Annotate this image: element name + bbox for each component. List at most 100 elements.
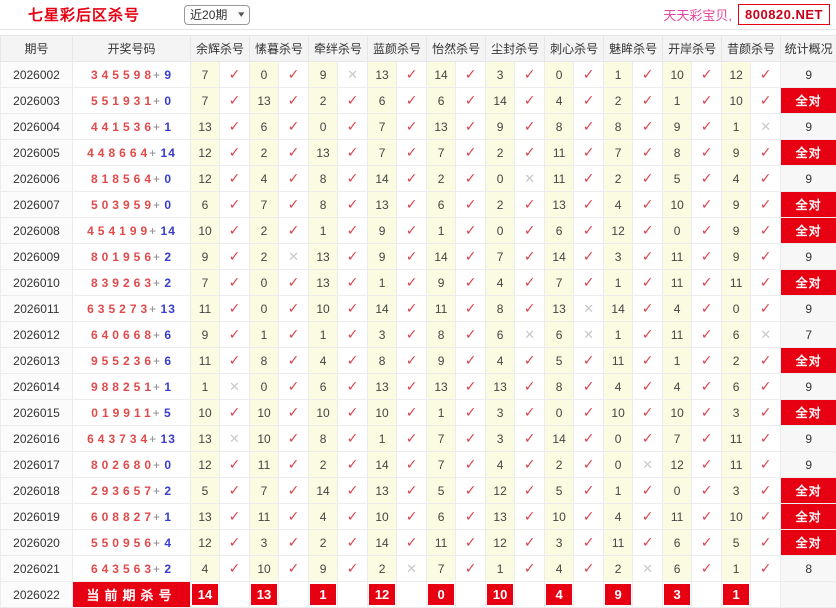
back-number: 2 (164, 484, 172, 498)
kill-number-cell: 3 (368, 322, 397, 348)
stat-cell: 9 (781, 114, 836, 140)
kill-number-cell: 6 (250, 114, 279, 140)
current-kill-cell: 1 (722, 582, 751, 608)
kill-number-cell: 1 (368, 270, 397, 296)
front-numbers: 454199 (87, 224, 151, 238)
check-icon: ✓ (760, 456, 772, 472)
period-cell: 2026017 (1, 452, 73, 478)
plus-separator: + (149, 302, 159, 316)
kill-number-cell: 13 (427, 374, 456, 400)
check-icon: ✓ (288, 66, 300, 82)
check-cell: ✓ (633, 114, 663, 140)
check-icon: ✓ (760, 92, 772, 108)
kill-number-cell: 12 (191, 140, 220, 166)
check-icon: ✓ (229, 404, 241, 420)
kill-number-cell: 10 (663, 62, 692, 88)
plus-separator: + (153, 250, 163, 264)
check-icon: ✓ (406, 300, 418, 316)
check-cell: ✓ (692, 114, 722, 140)
check-cell: ✓ (397, 192, 427, 218)
kill-number-cell: 8 (545, 374, 574, 400)
kill-number-cell: 5 (545, 478, 574, 504)
topbar: 七星彩后区杀号 近20期 ▾ 天天彩宝贝, 800820.NET (0, 0, 836, 30)
kill-number-cell: 11 (722, 426, 751, 452)
check-icon: ✓ (288, 144, 300, 160)
kill-number-cell: 14 (368, 530, 397, 556)
check-cell: ✓ (397, 530, 427, 556)
check-icon: ✓ (465, 534, 477, 550)
kill-number-cell: 6 (722, 374, 751, 400)
kill-number-cell: 7 (191, 88, 220, 114)
kill-number-cell: 3 (545, 530, 574, 556)
page-title: 七星彩后区杀号 (28, 4, 140, 25)
check-icon: ✓ (465, 378, 477, 394)
check-cell: ✓ (574, 530, 604, 556)
kill-number-cell: 11 (722, 270, 751, 296)
check-icon: ✓ (465, 66, 477, 82)
draw-numbers-cell: 550956+ 4 (73, 530, 191, 556)
kill-number-cell: 7 (604, 140, 633, 166)
period-cell: 2026013 (1, 348, 73, 374)
check-cell: ✓ (751, 530, 781, 556)
draw-numbers-cell: 019911+ 5 (73, 400, 191, 426)
draw-numbers-cell: 448664+ 14 (73, 140, 191, 166)
empty-check-cell (751, 582, 781, 608)
kill-number-cell: 10 (545, 504, 574, 530)
check-cell: ✓ (633, 348, 663, 374)
kill-number-cell: 1 (368, 426, 397, 452)
check-icon: ✓ (465, 508, 477, 524)
cross-icon: ✕ (642, 457, 653, 472)
cross-icon: ✕ (760, 119, 771, 134)
kill-number-cell: 13 (309, 270, 338, 296)
kill-number-cell: 13 (191, 426, 220, 452)
check-icon: ✓ (288, 508, 300, 524)
kill-number-cell: 11 (663, 244, 692, 270)
kill-number-cell: 1 (427, 218, 456, 244)
period-cell: 2026010 (1, 270, 73, 296)
check-cell: ✓ (397, 322, 427, 348)
period-cell: 2026004 (1, 114, 73, 140)
cross-icon: ✕ (760, 327, 771, 342)
cross-cell: ✕ (279, 244, 309, 270)
kill-number-cell: 12 (191, 452, 220, 478)
check-cell: ✓ (338, 374, 368, 400)
empty-check-cell (338, 582, 368, 608)
kill-number-cell: 11 (545, 166, 574, 192)
check-icon: ✓ (347, 92, 359, 108)
kill-number-cell: 0 (486, 166, 515, 192)
period-cell: 2026019 (1, 504, 73, 530)
check-icon: ✓ (701, 170, 713, 186)
check-icon: ✓ (288, 534, 300, 550)
range-select-value: 近20期 (190, 6, 227, 23)
check-icon: ✓ (583, 66, 595, 82)
check-icon: ✓ (406, 170, 418, 186)
cross-icon: ✕ (288, 249, 299, 264)
kill-number-cell: 3 (486, 426, 515, 452)
check-icon: ✓ (465, 482, 477, 498)
check-cell: ✓ (633, 400, 663, 426)
kill-number-cell: 4 (250, 166, 279, 192)
check-icon: ✓ (465, 404, 477, 420)
kill-number-cell: 2 (309, 88, 338, 114)
check-icon: ✓ (642, 66, 654, 82)
check-cell: ✓ (279, 374, 309, 400)
front-numbers: 448664 (87, 146, 151, 160)
check-cell: ✓ (456, 322, 486, 348)
check-cell: ✓ (692, 244, 722, 270)
check-icon: ✓ (347, 456, 359, 472)
kill-number-cell: 13 (309, 244, 338, 270)
check-cell: ✓ (397, 296, 427, 322)
kill-number-cell: 1 (604, 478, 633, 504)
check-icon: ✓ (701, 534, 713, 550)
draw-numbers-cell: 643734+ 13 (73, 426, 191, 452)
cross-cell: ✕ (751, 322, 781, 348)
range-select[interactable]: 近20期 ▾ (184, 5, 250, 25)
check-icon: ✓ (406, 456, 418, 472)
kill-number-cell: 10 (663, 400, 692, 426)
site-link[interactable]: 800820.NET (738, 4, 830, 25)
check-icon: ✓ (288, 352, 300, 368)
draw-numbers-cell: 802680+ 0 (73, 452, 191, 478)
check-cell: ✓ (515, 62, 545, 88)
